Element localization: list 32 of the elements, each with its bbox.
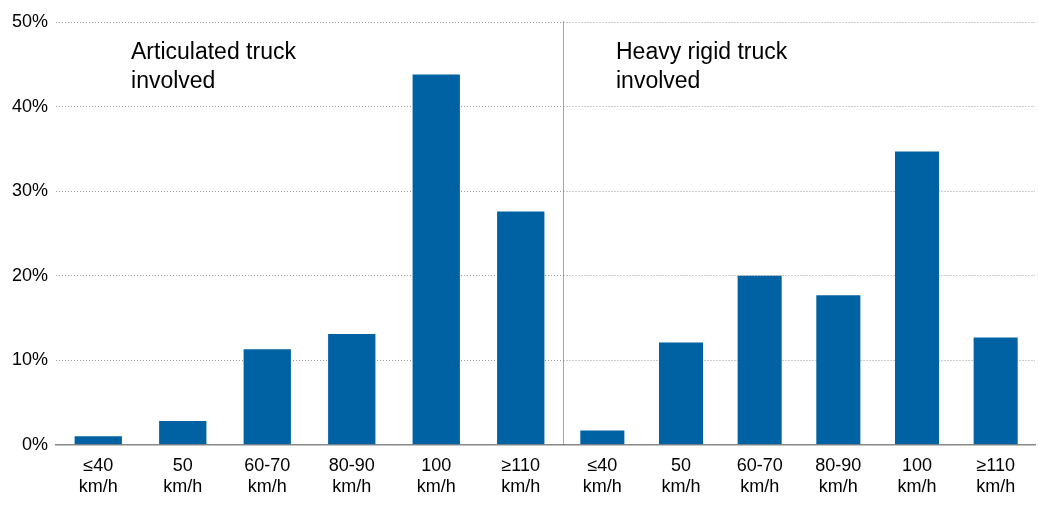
bar	[973, 337, 1018, 445]
x-tick-label: 60-70 km/h	[736, 454, 783, 497]
text: Articulated truck involved	[131, 38, 297, 93]
y-tick-label: 50%	[12, 10, 49, 31]
x-tick-label: 80-90 km/h	[815, 454, 862, 497]
bar	[816, 295, 861, 445]
x-tick-label: ≥110 km/h	[501, 454, 541, 497]
x-tick-label: ≤40 km/h	[582, 454, 622, 497]
text: Heavy rigid truck involved	[616, 38, 788, 93]
bar	[894, 151, 940, 445]
x-tick-label: 80-90 km/h	[328, 454, 375, 497]
bar	[159, 421, 207, 445]
bar	[328, 334, 376, 445]
bar	[497, 211, 545, 445]
x-tick-label: 100 km/h	[897, 454, 937, 497]
bar	[737, 275, 782, 445]
x-tick-label: 50 km/h	[163, 454, 203, 497]
y-tick-label: 10%	[12, 349, 49, 370]
bar	[580, 430, 625, 445]
bar	[412, 74, 460, 445]
bar	[658, 342, 704, 445]
x-tick-label: 100 km/h	[416, 454, 456, 497]
y-tick-label: 40%	[12, 95, 49, 116]
x-tick-label: 50 km/h	[661, 454, 701, 497]
bar	[243, 349, 291, 445]
x-tick-label: 60-70 km/h	[244, 454, 291, 497]
bar	[74, 436, 122, 445]
x-tick-label: ≤40 km/h	[78, 454, 118, 497]
y-tick-label: 30%	[12, 180, 49, 201]
x-tick-label: ≥110 km/h	[976, 454, 1016, 497]
y-tick-label: 0%	[22, 433, 49, 454]
y-tick-label: 20%	[12, 264, 49, 285]
